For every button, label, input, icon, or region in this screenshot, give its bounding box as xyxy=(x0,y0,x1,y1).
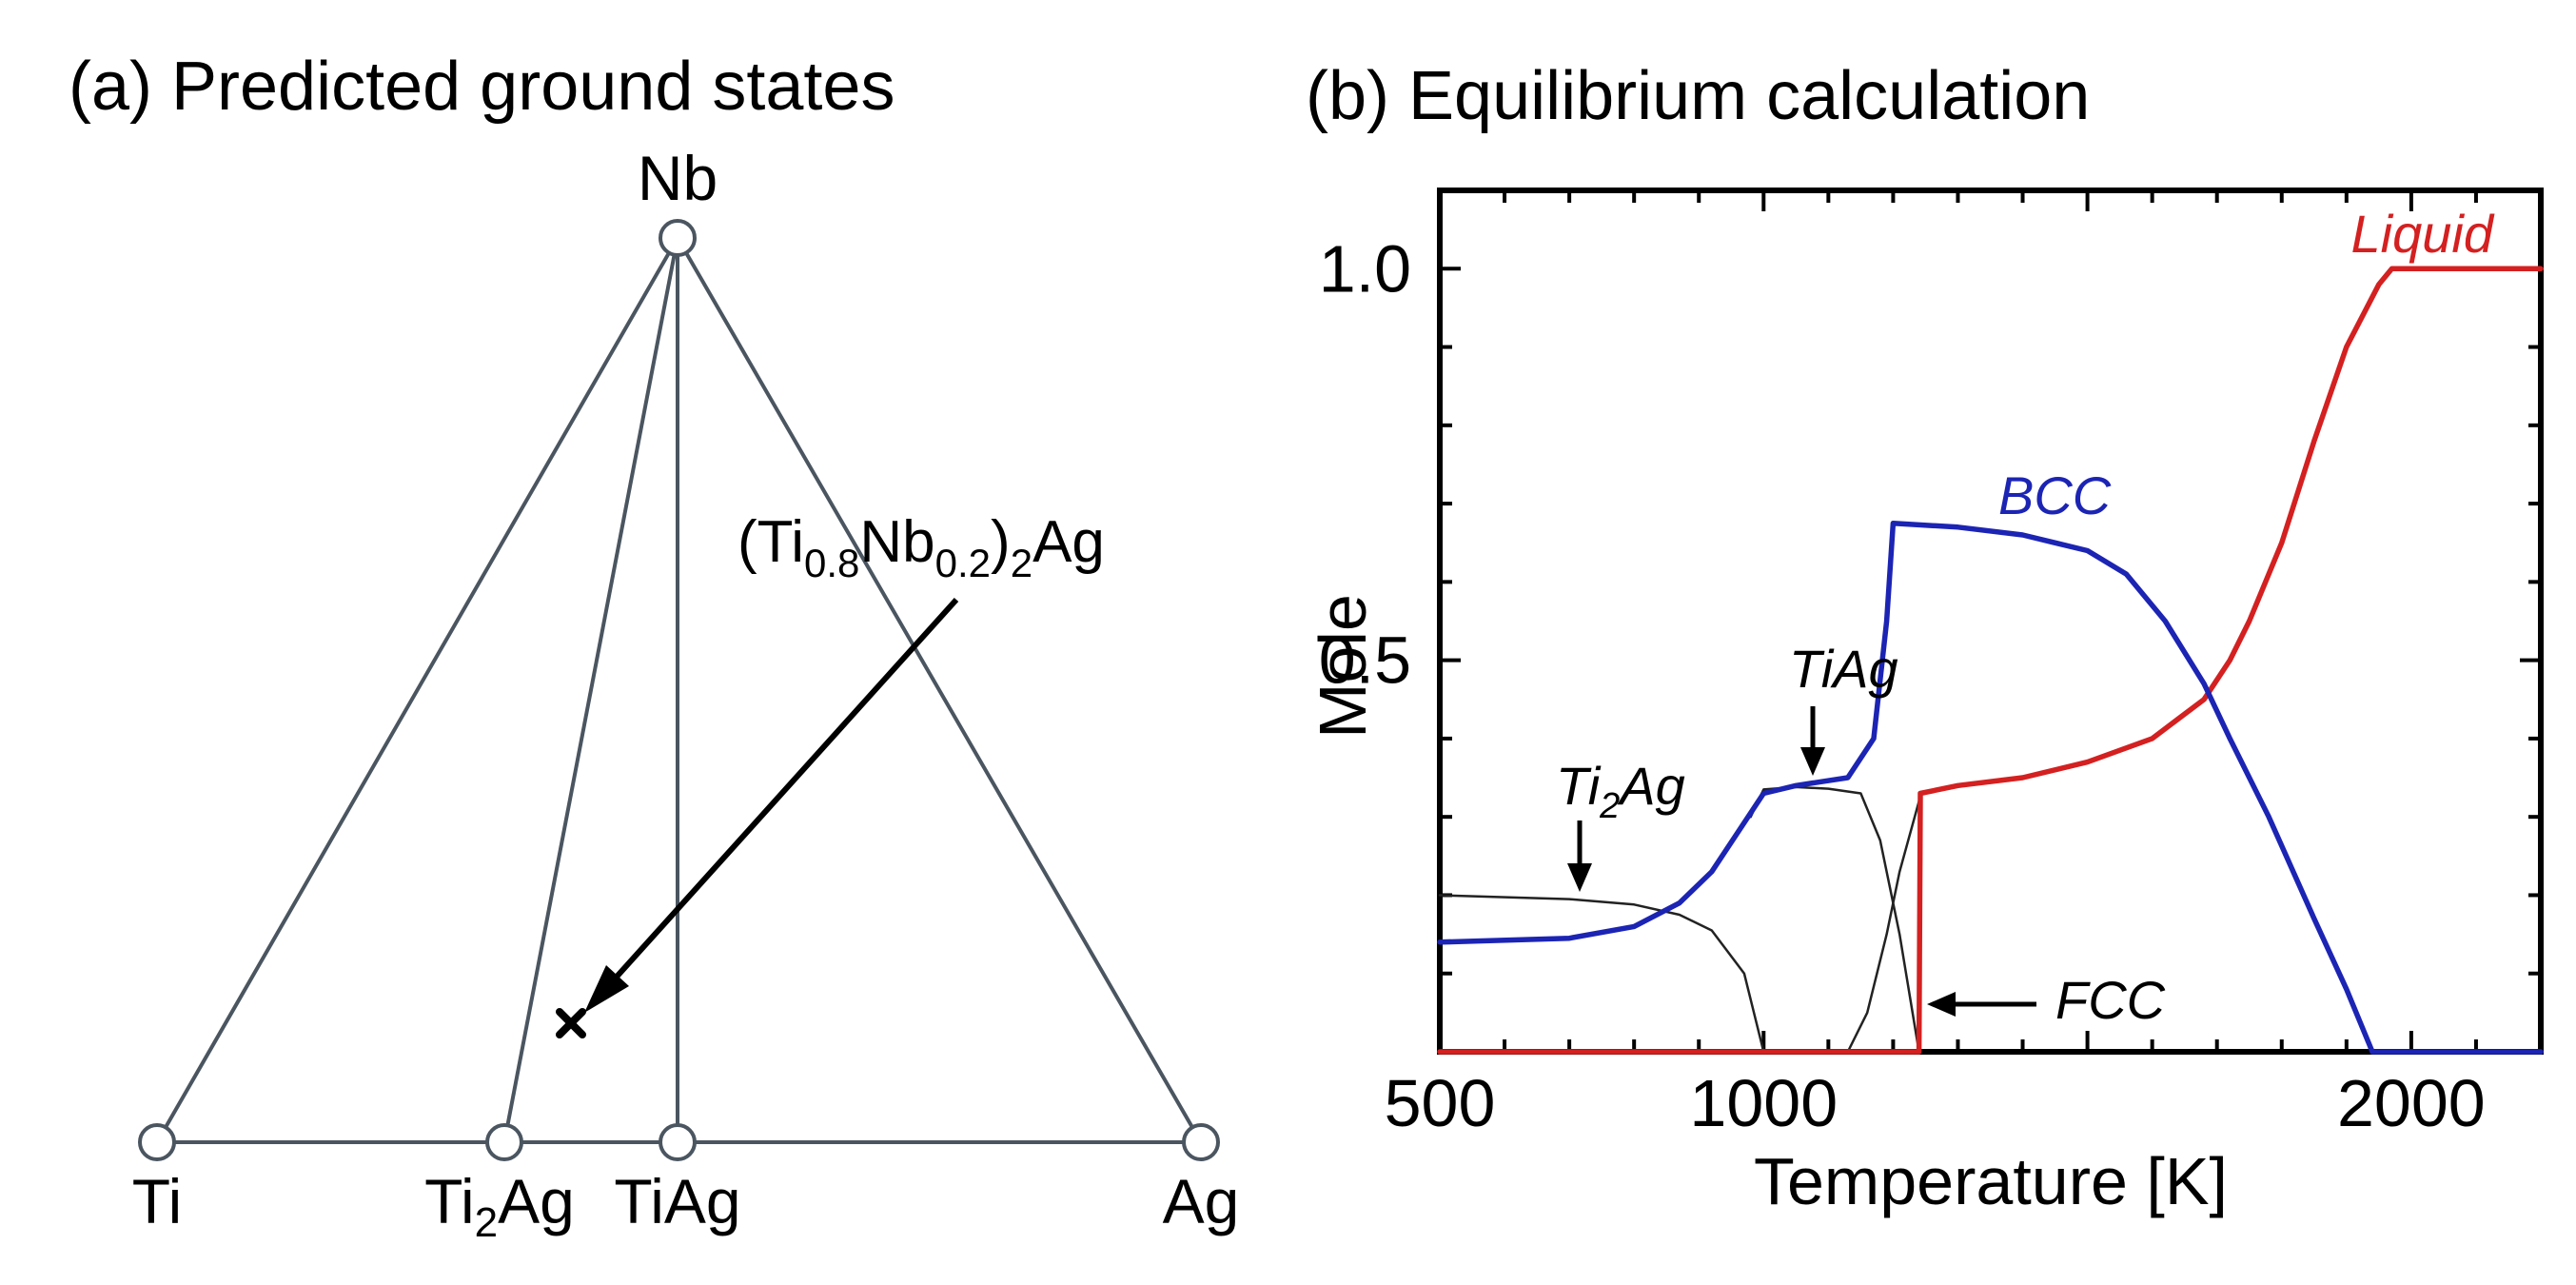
label-liquid: Liquid xyxy=(2351,204,2495,264)
y-axis-label: Mole xyxy=(1306,594,1380,739)
ann-part-2: Nb xyxy=(859,509,934,575)
panel-b-title: (b) Equilibrium calculation xyxy=(1306,58,2090,134)
label-ti2ag: Ti2Ag xyxy=(1556,756,1685,826)
series-line-tiag xyxy=(1749,785,1920,1054)
label-bcc: BCC xyxy=(1998,465,2112,525)
axis-ticks: 500 1000 2000 0.5 1.0 xyxy=(1319,188,2543,1140)
tieline-nb-ti2ag xyxy=(502,237,679,1143)
vertex-label-ti2ag: Ti2Ag xyxy=(424,1166,575,1246)
vertex-ti xyxy=(138,1123,176,1161)
ti2ag-tail: Ag xyxy=(498,1166,575,1236)
panel-b: (b) Equilibrium calculation 500 1000 2000 0… xyxy=(1306,58,2544,1218)
edge-nb-ag xyxy=(676,236,1203,1144)
vertex-label-tiag: TiAg xyxy=(614,1166,740,1236)
ternary-edges xyxy=(155,236,1203,1144)
x-axis-label: Temperature [K] xyxy=(1754,1144,2228,1218)
y-tick-label: 1.0 xyxy=(1319,231,1411,306)
ti2ag-main: Ti xyxy=(424,1166,475,1236)
ann-part-1: (Ti xyxy=(737,509,804,575)
vertex-ag xyxy=(1182,1123,1220,1161)
label-fcc: FCC xyxy=(2055,970,2166,1030)
vertex-label-ag: Ag xyxy=(1163,1166,1240,1236)
label-ti2ag-main: Ti xyxy=(1556,756,1602,816)
arrow-fcc xyxy=(1927,992,2036,1017)
y-tick-label: 0.5 xyxy=(1319,623,1411,698)
compound-annotation: (Ti0.8Nb0.2)2Ag xyxy=(737,509,1105,585)
ann-sub-2: 0.2 xyxy=(935,541,991,585)
series-line-liquid xyxy=(1437,266,2544,1055)
vertex-ti2ag xyxy=(485,1123,523,1161)
series-line-fcc xyxy=(1846,800,1920,1054)
panel-a: (a) Predicted ground states Nb Ti Ti2Ag … xyxy=(69,49,1239,1246)
label-ti2ag-sub: 2 xyxy=(1599,786,1620,826)
label-ti2ag-tail: Ag xyxy=(1617,756,1685,816)
vertex-nb xyxy=(659,219,697,257)
vertex-label-nb: Nb xyxy=(638,143,718,213)
ti2ag-sub: 2 xyxy=(475,1199,498,1246)
label-tiag: TiAg xyxy=(1789,639,1898,699)
vertex-markers xyxy=(138,219,1220,1161)
vertex-tiag xyxy=(659,1123,697,1161)
x-tick-label: 2000 xyxy=(2337,1066,2486,1140)
compound-marker xyxy=(556,1008,586,1038)
panel-a-title: (a) Predicted ground states xyxy=(69,49,895,125)
series-line-bcc xyxy=(1437,520,2544,1055)
ann-part-4: Ag xyxy=(1032,509,1105,575)
vertex-label-ti: Ti xyxy=(132,1166,183,1236)
plot-frame xyxy=(1437,188,2544,1055)
annotation-arrow xyxy=(584,597,959,1013)
x-tick-label: 500 xyxy=(1385,1066,1496,1140)
arrow-ti2ag xyxy=(1567,820,1592,892)
ann-sub-1: 0.8 xyxy=(804,541,859,585)
ann-part-3: ) xyxy=(991,509,1011,575)
edge-nb-ti xyxy=(155,237,679,1143)
x-tick-label: 1000 xyxy=(1689,1066,1838,1140)
ann-sub-3: 2 xyxy=(1011,541,1032,585)
series-line-ti2ag xyxy=(1438,894,1765,1054)
series-layer xyxy=(1437,266,2544,1055)
arrow-tiag xyxy=(1800,706,1825,776)
